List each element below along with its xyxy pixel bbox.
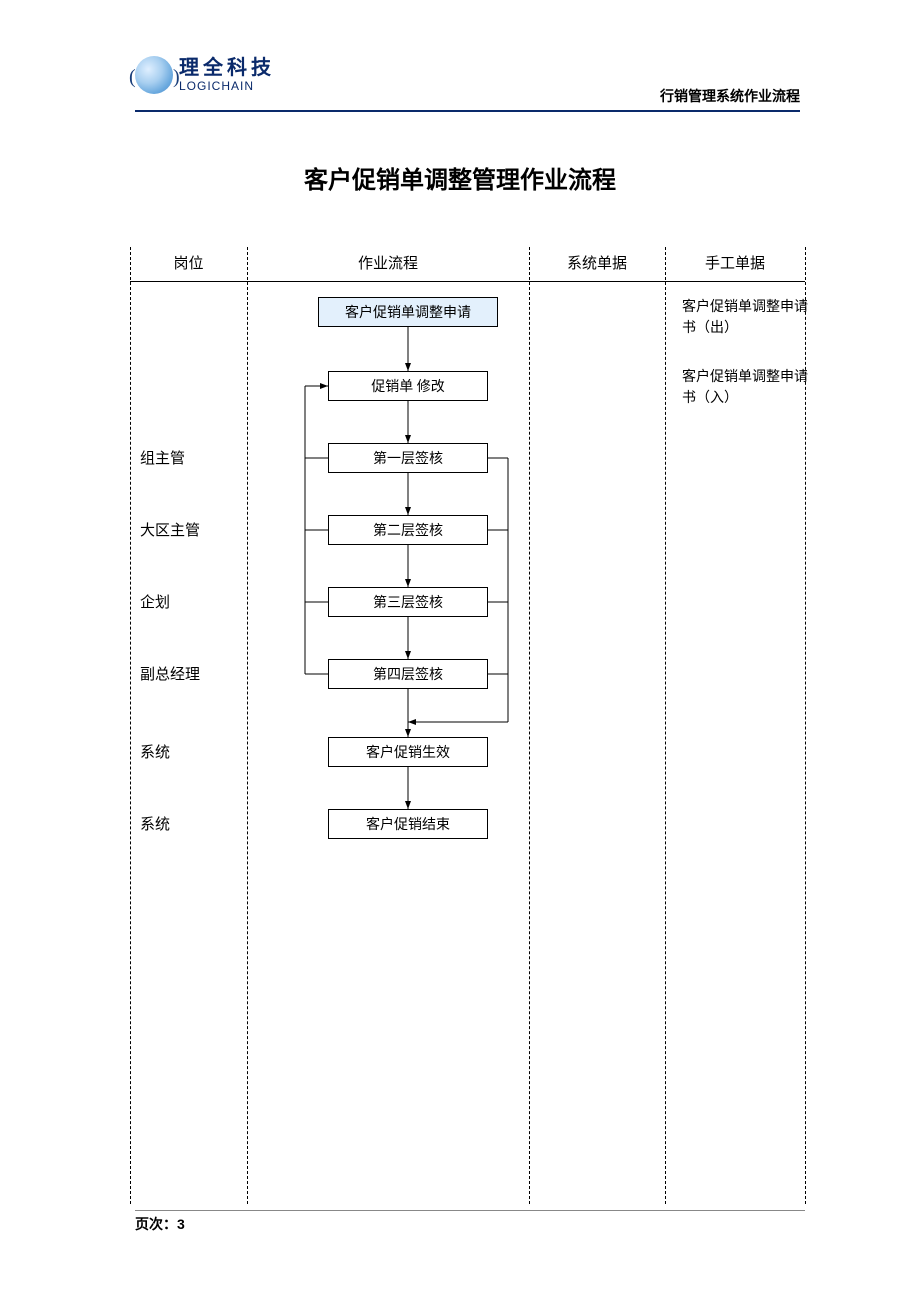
document-page: ( ) 理全科技 LOGICHAIN 行销管理系统作业流程 客户促销单调整管理作… <box>0 0 920 1302</box>
page-title: 客户促销单调整管理作业流程 <box>0 160 920 195</box>
logo-bracket-right-icon: ) <box>173 66 180 89</box>
company-logo: ( ) 理全科技 LOGICHAIN <box>135 56 275 94</box>
swimlane-diagram: 岗位 作业流程 系统单据 手工单据 组主管 大区主管 企划 副总经理 系统 系统… <box>130 247 805 1204</box>
footer-label: 页次： <box>135 1216 177 1232</box>
flow-connectors <box>130 247 805 1204</box>
logo-en: LOGICHAIN <box>179 80 275 92</box>
footer-page-number: 3 <box>177 1216 185 1232</box>
logo-bracket-left-icon: ( <box>129 66 136 89</box>
header-subtitle: 行销管理系统作业流程 <box>660 86 800 106</box>
page-header: ( ) 理全科技 LOGICHAIN 行销管理系统作业流程 <box>135 60 800 112</box>
logo-text: 理全科技 LOGICHAIN <box>179 58 275 92</box>
logo-sphere-icon <box>135 56 173 94</box>
page-footer: 页次：3 <box>135 1210 805 1234</box>
logo-cn: 理全科技 <box>179 58 275 78</box>
